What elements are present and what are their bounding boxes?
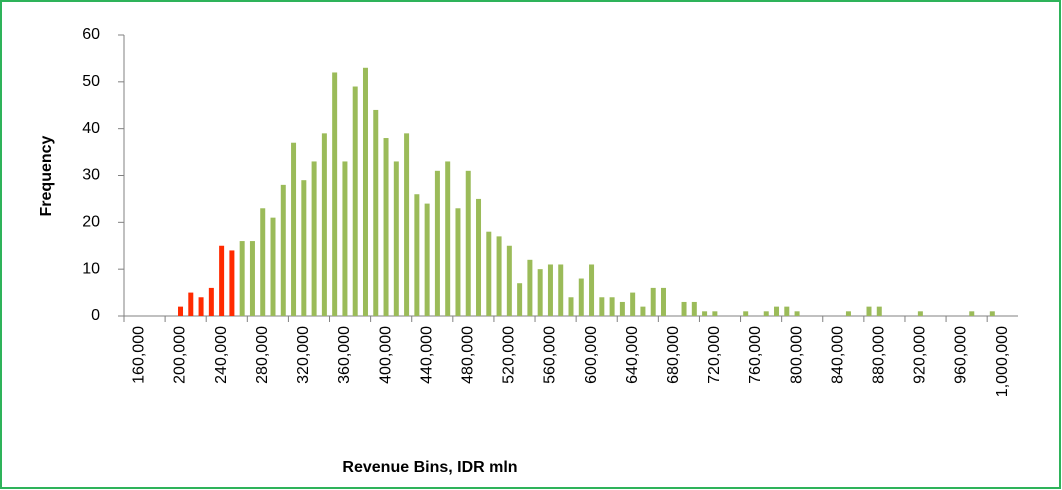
bar — [424, 203, 430, 316]
y-tick-label: 20 — [82, 214, 100, 231]
x-tick-label: 280,000 — [254, 326, 271, 384]
bar — [445, 161, 451, 316]
bar — [239, 241, 245, 316]
bar — [527, 259, 533, 316]
x-tick-label: 800,000 — [788, 326, 805, 384]
bar — [280, 184, 286, 316]
x-tick-label: 360,000 — [336, 326, 353, 384]
bar — [291, 142, 297, 316]
bar — [547, 264, 553, 316]
y-tick-label: 10 — [82, 260, 100, 277]
bar — [178, 306, 184, 316]
x-tick-label: 640,000 — [624, 326, 641, 384]
bar — [609, 297, 615, 316]
bar — [743, 311, 749, 316]
x-tick-label: 840,000 — [829, 326, 846, 384]
bar — [558, 264, 564, 316]
bar — [270, 217, 276, 316]
x-axis-label: Revenue Bins, IDR mln — [342, 459, 517, 476]
bar — [362, 67, 368, 317]
bar — [866, 306, 872, 316]
bar — [465, 170, 471, 316]
x-tick-label: 680,000 — [665, 326, 682, 384]
bar — [506, 245, 512, 316]
x-tick-label: 440,000 — [418, 326, 435, 384]
bar — [301, 180, 307, 316]
bar — [486, 231, 492, 316]
bar — [599, 297, 605, 316]
bar — [845, 311, 851, 316]
x-tick-label: 320,000 — [295, 326, 312, 384]
y-axis-label: Frequency — [38, 135, 55, 216]
bar — [774, 306, 780, 316]
bar — [712, 311, 718, 316]
bar — [517, 283, 523, 316]
bar — [619, 301, 625, 316]
bar — [188, 292, 194, 316]
x-tick-label: 960,000 — [953, 326, 970, 384]
bar — [373, 109, 379, 316]
x-tick-label: 720,000 — [706, 326, 723, 384]
bar — [640, 306, 646, 316]
y-tick-label: 0 — [91, 307, 100, 324]
x-tick-label: 560,000 — [542, 326, 559, 384]
x-tick-label: 520,000 — [501, 326, 518, 384]
bar — [414, 194, 420, 316]
bar — [311, 161, 317, 316]
bar — [660, 287, 666, 316]
x-tick-label: 480,000 — [459, 326, 476, 384]
bar — [229, 250, 235, 316]
x-tick-label: 1,000,000 — [994, 326, 1011, 397]
bar — [537, 269, 543, 316]
x-tick-label: 880,000 — [870, 326, 887, 384]
bar — [578, 278, 584, 316]
bar — [876, 306, 882, 316]
bar — [198, 297, 204, 316]
bar — [496, 236, 502, 316]
bar — [321, 133, 327, 316]
bar — [404, 133, 410, 316]
x-tick-label: 920,000 — [912, 326, 929, 384]
bar — [434, 170, 440, 316]
y-tick-label: 60 — [82, 26, 100, 43]
bar — [702, 311, 708, 316]
bar — [260, 208, 266, 316]
y-tick-label: 30 — [82, 167, 100, 184]
bar — [794, 311, 800, 316]
bar — [383, 138, 389, 316]
x-tick-label: 400,000 — [377, 326, 394, 384]
bar — [650, 287, 656, 316]
x-tick-label: 600,000 — [583, 326, 600, 384]
bar — [969, 311, 975, 316]
bar — [249, 241, 255, 316]
bar — [476, 198, 482, 316]
bar — [208, 287, 214, 316]
bar — [219, 245, 225, 316]
bar — [342, 161, 348, 316]
bar — [455, 208, 461, 316]
bar — [763, 311, 769, 316]
bar — [568, 297, 574, 316]
bar — [332, 72, 338, 316]
y-tick-label: 50 — [82, 73, 100, 90]
bar — [917, 311, 923, 316]
y-tick-label: 40 — [82, 120, 100, 137]
x-tick-label: 760,000 — [747, 326, 764, 384]
bar — [784, 306, 790, 316]
x-tick-label: 240,000 — [213, 326, 230, 384]
x-tick-label: 160,000 — [131, 326, 148, 384]
bar — [691, 301, 697, 316]
bar — [681, 301, 687, 316]
x-tick-label: 200,000 — [172, 326, 189, 384]
bar — [589, 264, 595, 316]
bar — [393, 161, 399, 316]
bar — [352, 86, 358, 317]
bar — [989, 311, 995, 316]
bar — [630, 292, 636, 316]
